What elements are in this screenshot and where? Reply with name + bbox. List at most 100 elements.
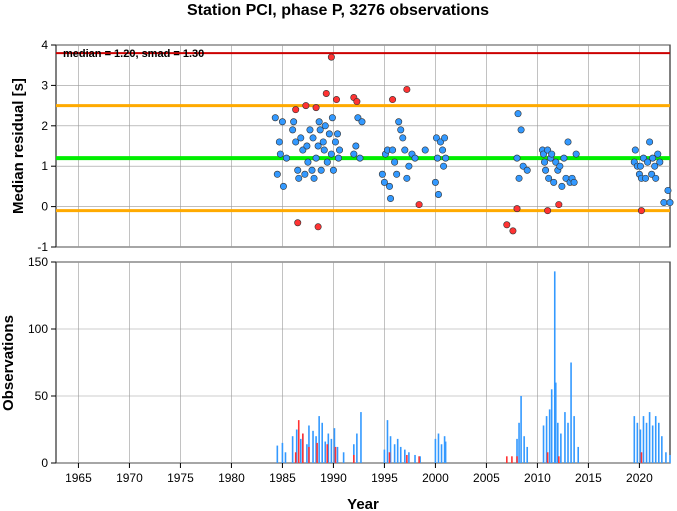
observation-bar	[669, 454, 671, 463]
observations-y-ticks: 0 50 100 150	[28, 255, 56, 470]
outlier-point	[353, 98, 361, 106]
residual-point	[336, 146, 344, 154]
residual-point	[350, 150, 358, 158]
residual-point	[515, 174, 523, 182]
outlier-point	[403, 85, 411, 93]
y-tick-label: 4	[41, 38, 48, 52]
observation-bar	[523, 436, 525, 463]
residual-points	[271, 53, 674, 235]
residual-point	[631, 146, 639, 154]
residual-point	[440, 162, 448, 170]
residual-point	[401, 146, 409, 154]
observation-bar	[443, 436, 446, 463]
x-tick-label: 2020	[626, 471, 653, 485]
residual-point	[397, 126, 405, 134]
observation-bar	[312, 430, 314, 463]
observations-y-axis-label: Observations	[0, 315, 17, 411]
observation-bar	[318, 416, 320, 463]
residual-point	[405, 162, 413, 170]
observation-bar	[642, 416, 645, 463]
residual-point	[654, 150, 662, 158]
residual-point	[652, 174, 660, 182]
observation-bar	[315, 436, 317, 463]
observation-bar	[665, 452, 667, 463]
residual-point	[386, 182, 394, 190]
residual-point	[556, 162, 564, 170]
x-tick-label: 1970	[116, 471, 143, 485]
y-tick-label: 50	[35, 389, 49, 403]
observation-bar	[645, 422, 648, 463]
y-tick-label: 100	[28, 322, 48, 336]
observation-bar	[336, 446, 339, 463]
residual-point	[564, 138, 572, 146]
residual-point	[297, 134, 305, 142]
observation-bar	[291, 436, 294, 463]
observation-bar	[560, 433, 562, 463]
residual-point	[411, 154, 419, 162]
outlier-observation-bar	[388, 452, 391, 463]
residual-point	[316, 126, 324, 134]
observation-bar	[437, 433, 440, 463]
observation-bar	[419, 456, 421, 463]
residual-point	[352, 142, 360, 150]
observation-bar	[299, 438, 302, 463]
outlier-point	[509, 227, 517, 235]
observation-bar	[516, 438, 518, 463]
residual-point	[649, 154, 657, 162]
observation-bar	[414, 454, 416, 463]
residual-grid	[56, 44, 670, 248]
outlier-point	[544, 207, 552, 215]
residual-point	[660, 199, 668, 207]
residual-point	[548, 150, 556, 158]
outlier-observation-bar	[326, 444, 329, 463]
observation-bar	[389, 436, 392, 463]
observation-bar	[550, 389, 553, 463]
residual-point	[295, 174, 303, 182]
residual-point	[558, 182, 566, 190]
outlier-observation-bar	[316, 442, 318, 463]
residual-point	[664, 186, 672, 194]
residual-point	[644, 158, 652, 166]
outlier-point	[314, 223, 322, 231]
outlier-observation-bar	[546, 452, 549, 463]
observation-bar	[526, 446, 529, 463]
residual-point	[301, 170, 309, 178]
residual-y-axis-label: Median residual [s]	[10, 78, 27, 214]
observations-panel-frame	[55, 261, 671, 464]
residual-point	[421, 146, 429, 154]
residual-point	[560, 154, 568, 162]
residual-point	[273, 170, 281, 178]
residual-point	[304, 158, 312, 166]
x-tick-label: 1990	[320, 471, 347, 485]
outlier-observation-bar	[418, 456, 420, 463]
residual-y-ticks: -1 0 1 2 3 4	[37, 38, 56, 254]
observation-bar	[545, 416, 548, 463]
outlier-point	[294, 219, 302, 227]
outlier-observation-bar	[353, 454, 355, 463]
residual-point	[389, 146, 397, 154]
outlier-point	[302, 102, 310, 110]
observation-bar	[393, 444, 396, 463]
residual-point	[319, 138, 327, 146]
residual-point	[403, 174, 411, 182]
outlier-observation-bar	[297, 420, 300, 463]
residual-point	[646, 138, 654, 146]
residual-point	[656, 158, 664, 166]
x-tick-label: 2000	[422, 471, 449, 485]
residual-point	[290, 118, 298, 126]
residual-point	[545, 174, 553, 182]
outlier-observation-bar	[558, 456, 560, 463]
observation-bar	[353, 444, 355, 463]
observation-bar	[542, 425, 545, 463]
outlier-point	[555, 201, 563, 209]
residual-point	[387, 195, 395, 203]
residual-point	[331, 138, 339, 146]
y-tick-label: 3	[41, 78, 48, 92]
residual-point	[550, 178, 558, 186]
observation-bar	[399, 446, 402, 463]
observation-bar	[636, 422, 639, 463]
outlier-observation-bar	[506, 456, 508, 463]
outlier-point	[389, 96, 397, 104]
residual-point	[439, 146, 447, 154]
outlier-point	[513, 205, 521, 213]
